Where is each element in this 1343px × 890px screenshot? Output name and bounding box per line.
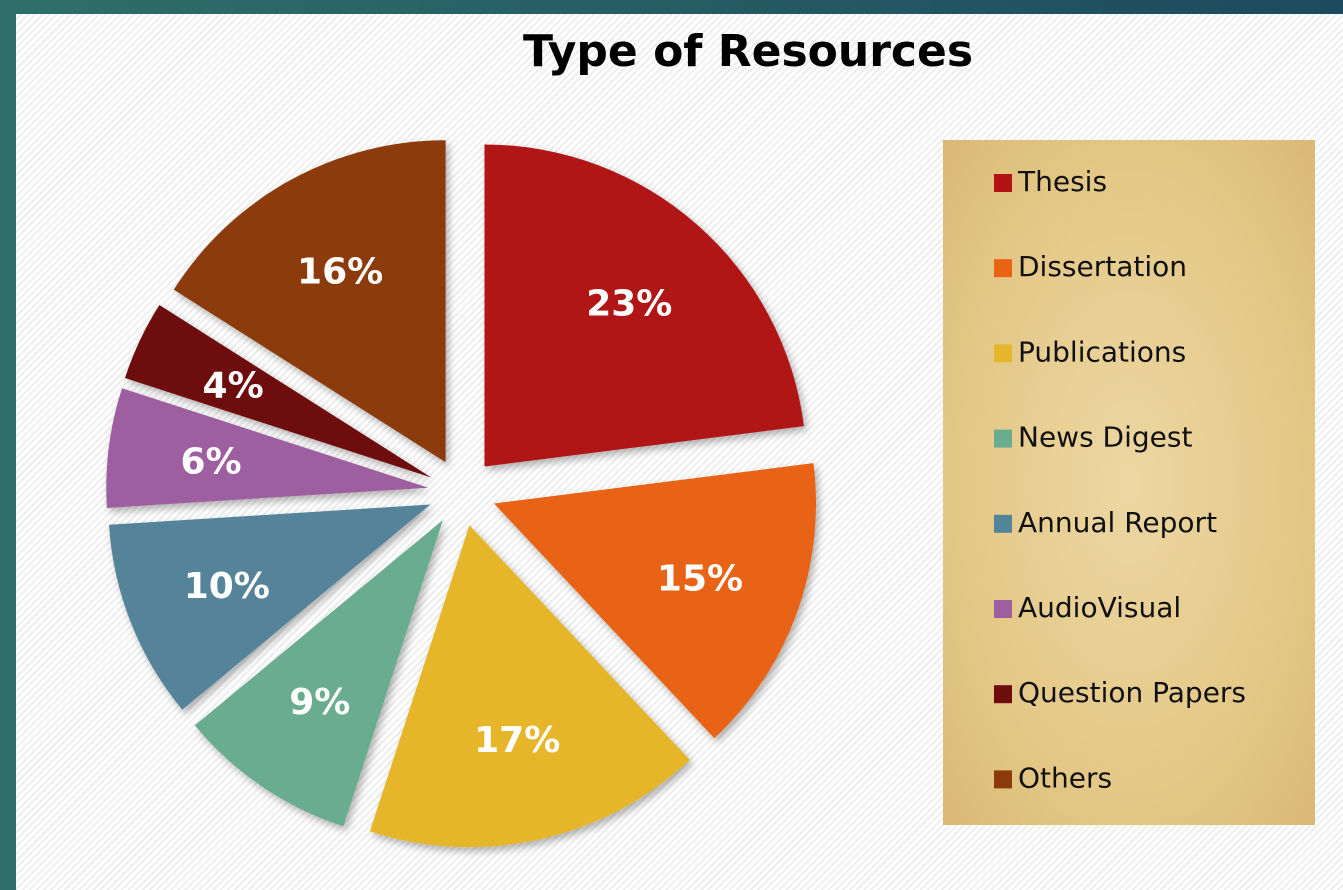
legend-swatch: [994, 174, 1012, 192]
legend-label: Question Papers: [1018, 676, 1246, 709]
legend-box: [943, 140, 1315, 825]
data-label: 6%: [180, 441, 241, 482]
legend-swatch: [994, 514, 1012, 533]
legend-label: Dissertation: [1018, 250, 1187, 283]
legend-label: Thesis: [1017, 165, 1107, 198]
chart-title: Type of Resources: [523, 26, 973, 77]
legend-label: AudioVisual: [1018, 591, 1181, 624]
data-label: 10%: [184, 566, 270, 607]
pie-slice: [194, 520, 443, 827]
legend-swatch: [994, 259, 1012, 278]
legend-label: Publications: [1018, 335, 1186, 368]
legend-label: Annual Report: [1018, 506, 1217, 539]
legend-label: News Digest: [1018, 421, 1192, 454]
data-label: 16%: [297, 251, 383, 292]
data-label: 4%: [203, 365, 264, 406]
legend-label: Others: [1018, 761, 1112, 794]
pie-slice: [369, 525, 690, 848]
data-label: 15%: [657, 559, 743, 600]
data-label: 9%: [289, 682, 350, 723]
pie-slice: [173, 140, 446, 463]
pie-slice: [109, 504, 431, 710]
legend-swatch: [994, 770, 1012, 789]
legend-swatch: [994, 685, 1012, 704]
pie-slice: [493, 463, 816, 739]
legend-swatch: [994, 600, 1012, 618]
legend-swatch: [994, 344, 1012, 363]
data-label: 17%: [474, 720, 560, 761]
pie-slice: [124, 304, 432, 478]
pie-slice: [106, 388, 429, 508]
data-label: 23%: [586, 283, 672, 324]
pie-slice: [484, 144, 804, 467]
legend-swatch: [994, 429, 1012, 448]
